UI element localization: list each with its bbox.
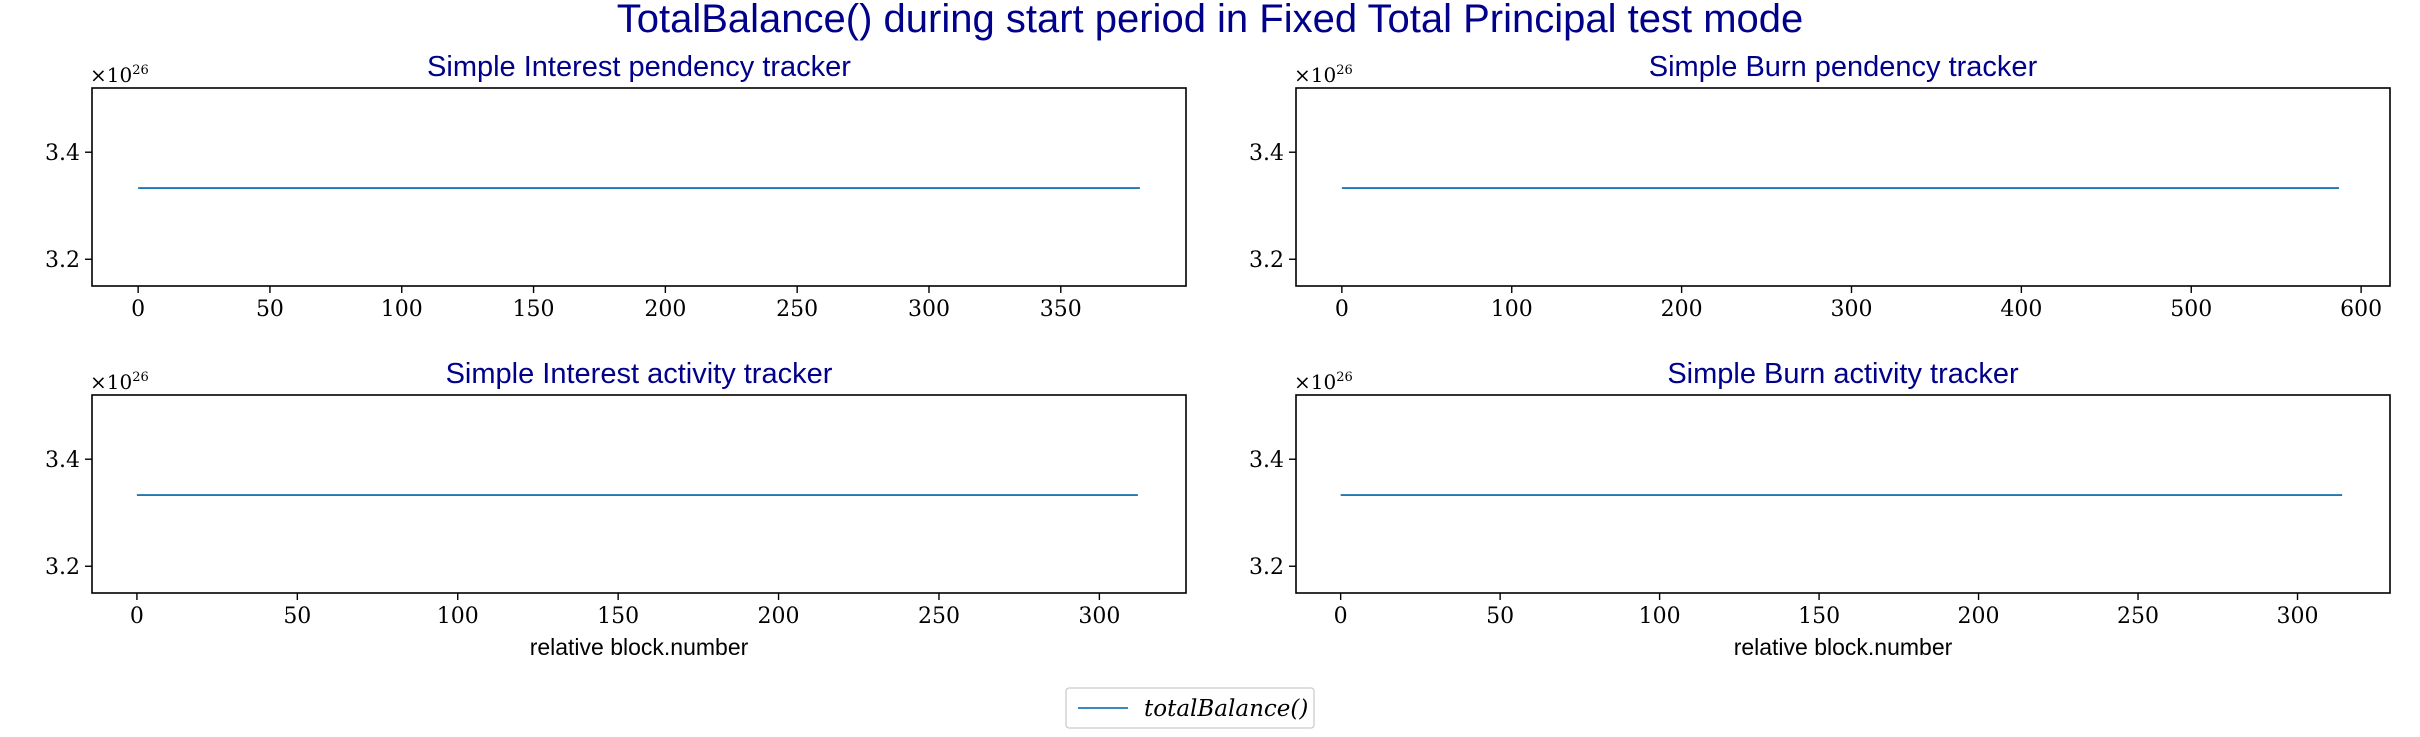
y-tick-label: 3.2	[45, 248, 80, 273]
y-axis-multiplier: ×1026	[90, 63, 149, 87]
y-tick-label: 3.2	[45, 555, 80, 580]
x-tick-label: 50	[283, 604, 311, 629]
x-tick-label: 250	[2117, 604, 2159, 629]
x-tick-label: 0	[1335, 297, 1349, 322]
y-tick-label: 3.4	[1249, 448, 1284, 473]
x-tick-label: 300	[1078, 604, 1120, 629]
x-tick-label: 0	[131, 297, 145, 322]
subplot-title: Simple Interest activity tracker	[446, 358, 833, 390]
x-tick-label: 50	[1486, 604, 1514, 629]
x-tick-label: 150	[513, 297, 555, 322]
y-tick-label: 3.4	[45, 448, 80, 473]
y-axis-multiplier: ×1026	[90, 370, 149, 394]
plot-frame	[91, 394, 1187, 594]
x-tick-label: 150	[597, 604, 639, 629]
subplot-title: Simple Interest pendency tracker	[427, 51, 851, 83]
y-axis-multiplier-exponent: 26	[132, 370, 149, 385]
x-tick-label: 0	[1334, 604, 1348, 629]
subplot-3: Simple Interest activity tracker 0 50 100 15…	[45, 358, 1187, 660]
subplot-1: Simple Interest pendency tracker 0 50 100 15…	[45, 51, 1187, 322]
x-tick-label: 200	[1958, 604, 2000, 629]
x-tick-label: 400	[2000, 297, 2042, 322]
y-tick-label: 3.4	[45, 141, 80, 166]
plot-frame	[1295, 394, 2391, 594]
y-tick-label: 3.2	[1249, 555, 1284, 580]
y-tick-label: 3.2	[1249, 248, 1284, 273]
subplot-title: Simple Burn pendency tracker	[1649, 51, 2038, 83]
subplots-container: Simple Interest pendency tracker 0 50 100 15…	[45, 51, 2391, 660]
legend-label: totalBalance()	[1144, 696, 1308, 722]
x-tick-label: 200	[1661, 297, 1703, 322]
plot-frame	[1295, 87, 2391, 287]
x-axis-label: relative block.number	[1734, 634, 1953, 660]
x-tick-label: 300	[1830, 297, 1872, 322]
x-tick-label: 500	[2170, 297, 2212, 322]
x-tick-label: 0	[130, 604, 144, 629]
legend: totalBalance()	[1065, 687, 1315, 729]
x-tick-label: 100	[1491, 297, 1533, 322]
y-axis-multiplier-exponent: 26	[132, 63, 149, 78]
x-tick-label: 100	[437, 604, 479, 629]
legend-frame	[1065, 687, 1315, 729]
y-axis-multiplier: ×1026	[1294, 63, 1353, 87]
subplot-2: Simple Burn pendency tracker 0 100 200 300 40…	[1249, 51, 2391, 322]
subplot-title: Simple Burn activity tracker	[1667, 358, 2019, 390]
x-tick-label: 100	[381, 297, 423, 322]
x-tick-label: 350	[1040, 297, 1082, 322]
y-axis-multiplier: ×1026	[1294, 370, 1353, 394]
x-tick-label: 300	[908, 297, 950, 322]
y-tick-label: 3.4	[1249, 141, 1284, 166]
subplot-4: Simple Burn activity tracker 0 50 100 150 200…	[1249, 358, 2391, 660]
x-tick-label: 150	[1798, 604, 1840, 629]
figure-title: TotalBalance() during start period in Fi…	[617, 0, 1804, 41]
x-tick-label: 250	[776, 297, 818, 322]
x-axis-label: relative block.number	[530, 634, 749, 660]
x-tick-label: 100	[1639, 604, 1681, 629]
y-axis-multiplier-exponent: 26	[1336, 370, 1353, 385]
x-tick-label: 250	[918, 604, 960, 629]
x-tick-label: 50	[256, 297, 284, 322]
y-axis-multiplier-exponent: 26	[1336, 63, 1353, 78]
x-tick-label: 300	[2277, 604, 2319, 629]
x-tick-label: 200	[758, 604, 800, 629]
plot-frame	[91, 87, 1187, 287]
x-tick-label: 200	[644, 297, 686, 322]
x-tick-label: 600	[2340, 297, 2382, 322]
